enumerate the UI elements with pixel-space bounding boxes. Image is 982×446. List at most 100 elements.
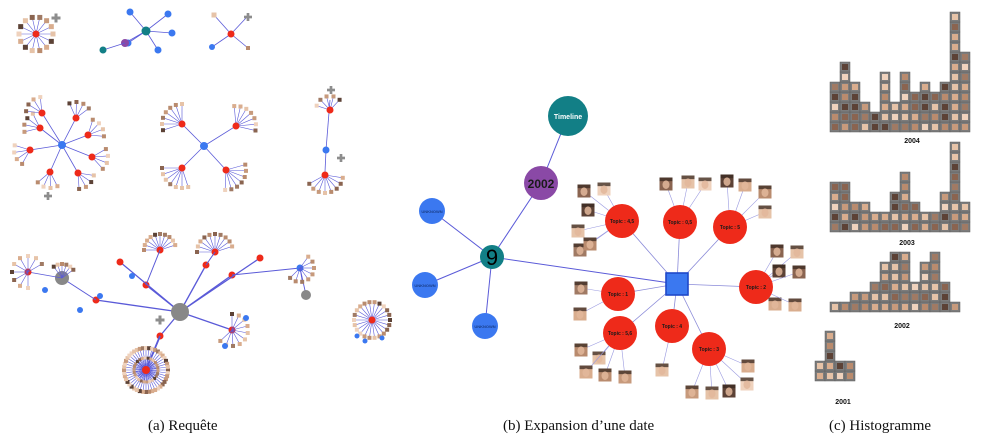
- graph-node: [222, 343, 228, 349]
- face-thumbnail-bg: [242, 337, 247, 342]
- face-thumbnail-bg: [952, 154, 958, 160]
- face-thumbnail: [160, 165, 164, 170]
- face-thumbnail: [306, 254, 311, 259]
- face-thumbnail-bg: [902, 294, 908, 300]
- face-thumbnail-bg: [902, 214, 908, 220]
- histogram-year-label: 2002: [894, 323, 910, 330]
- face-thumbnail: [912, 204, 918, 210]
- face-thumbnail: [912, 124, 918, 130]
- face-thumbnail: [252, 116, 257, 121]
- face-thumbnail-bg: [162, 232, 167, 237]
- merged-node: [171, 303, 189, 321]
- face-thumbnail-bg: [223, 187, 228, 192]
- graph-edge: [230, 33, 249, 49]
- face-thumbnail: [153, 232, 158, 237]
- face-thumbnail-bg: [44, 44, 50, 50]
- face-thumbnail: [151, 359, 155, 363]
- face-thumbnail-bg: [246, 46, 250, 50]
- topic-label: Topic : 5,6: [608, 331, 633, 337]
- face-thumbnail: [832, 114, 838, 120]
- face-thumbnail: [962, 84, 968, 90]
- face-thumbnail-bg: [922, 264, 928, 270]
- timeline-node: [548, 96, 588, 136]
- face-thumbnail-skin: [773, 247, 781, 256]
- face-thumbnail: [211, 12, 217, 18]
- face-thumbnail: [145, 380, 149, 384]
- graph-edge: [231, 267, 301, 276]
- face-thumbnail-bg: [902, 224, 908, 230]
- face-thumbnail: [922, 284, 928, 290]
- merge-plus-icon: [155, 315, 165, 325]
- face-thumbnail: [137, 346, 142, 351]
- face-thumbnail-hair: [705, 386, 719, 391]
- face-thumbnail-bg: [872, 214, 878, 220]
- face-thumbnail-bg: [140, 346, 145, 351]
- face-thumbnail: [137, 377, 141, 381]
- face-thumbnail: [12, 278, 17, 282]
- face-thumbnail-bg: [862, 124, 868, 130]
- face-thumbnail-hair: [740, 377, 754, 382]
- face-thumbnail: [173, 185, 178, 190]
- face-thumbnail: [323, 191, 327, 195]
- face-thumbnail-bg: [832, 224, 838, 230]
- face-thumbnail-bg: [238, 104, 243, 109]
- face-thumbnail: [150, 389, 155, 394]
- face-thumbnail: [832, 94, 838, 100]
- face-thumbnail: [902, 184, 908, 190]
- topic-label: Topic : 4: [662, 324, 682, 330]
- face-thumbnail: [101, 134, 106, 139]
- face-thumbnail: [127, 382, 132, 387]
- face-thumbnail: [577, 184, 591, 198]
- face-thumbnail: [122, 371, 127, 376]
- face-thumbnail: [922, 124, 928, 130]
- face-thumbnail-bg: [155, 349, 160, 354]
- face-thumbnail: [852, 84, 858, 90]
- face-thumbnail-bg: [922, 284, 928, 290]
- face-thumbnail-hair: [741, 359, 755, 364]
- face-thumbnail: [387, 312, 392, 317]
- face-thumbnail: [952, 194, 958, 200]
- face-thumbnail-bg: [942, 84, 948, 90]
- face-thumbnail: [952, 104, 958, 110]
- face-thumbnail: [574, 281, 588, 295]
- face-thumbnail-bg: [18, 24, 24, 30]
- face-thumbnail-bg: [832, 304, 838, 310]
- face-thumbnail-bg: [48, 24, 54, 30]
- face-thumbnail-bg: [912, 124, 918, 130]
- face-thumbnail: [792, 265, 806, 279]
- face-thumbnail: [912, 104, 918, 110]
- face-thumbnail: [377, 334, 382, 339]
- face-thumbnail: [316, 189, 321, 194]
- topic-node: [655, 309, 689, 343]
- face-thumbnail-bg: [173, 243, 178, 248]
- face-thumbnail-bg: [952, 224, 958, 230]
- face-thumbnail-skin: [595, 354, 603, 363]
- face-thumbnail-bg: [312, 266, 316, 270]
- face-thumbnail: [362, 301, 367, 306]
- face-thumbnail-bg: [832, 214, 838, 220]
- face-thumbnail-bg: [37, 14, 43, 20]
- face-thumbnail: [37, 48, 43, 54]
- face-thumbnail: [847, 363, 853, 369]
- face-thumbnail-bg: [354, 308, 359, 313]
- unknown-person-node: [412, 272, 438, 298]
- face-thumbnail-bg: [902, 104, 908, 110]
- plus-bar-v: [246, 13, 250, 21]
- graph-edge: [19, 257, 29, 273]
- face-thumbnail-skin: [708, 389, 716, 398]
- face-thumbnail: [100, 127, 105, 132]
- face-thumbnail-bg: [334, 186, 339, 191]
- face-thumbnail: [952, 14, 958, 20]
- face-thumbnail-bg: [173, 185, 178, 190]
- graph-edge: [491, 256, 678, 285]
- face-thumbnail-bg: [912, 284, 918, 290]
- face-thumbnail: [962, 74, 968, 80]
- face-thumbnail: [100, 166, 105, 171]
- face-thumbnail-bg: [68, 264, 73, 269]
- face-thumbnail: [862, 104, 868, 110]
- face-thumbnail-bg: [902, 284, 908, 290]
- face-thumbnail: [293, 279, 298, 284]
- face-thumbnail-bg: [337, 97, 342, 102]
- face-thumbnail: [134, 362, 138, 366]
- face-thumbnail-hair: [698, 177, 712, 182]
